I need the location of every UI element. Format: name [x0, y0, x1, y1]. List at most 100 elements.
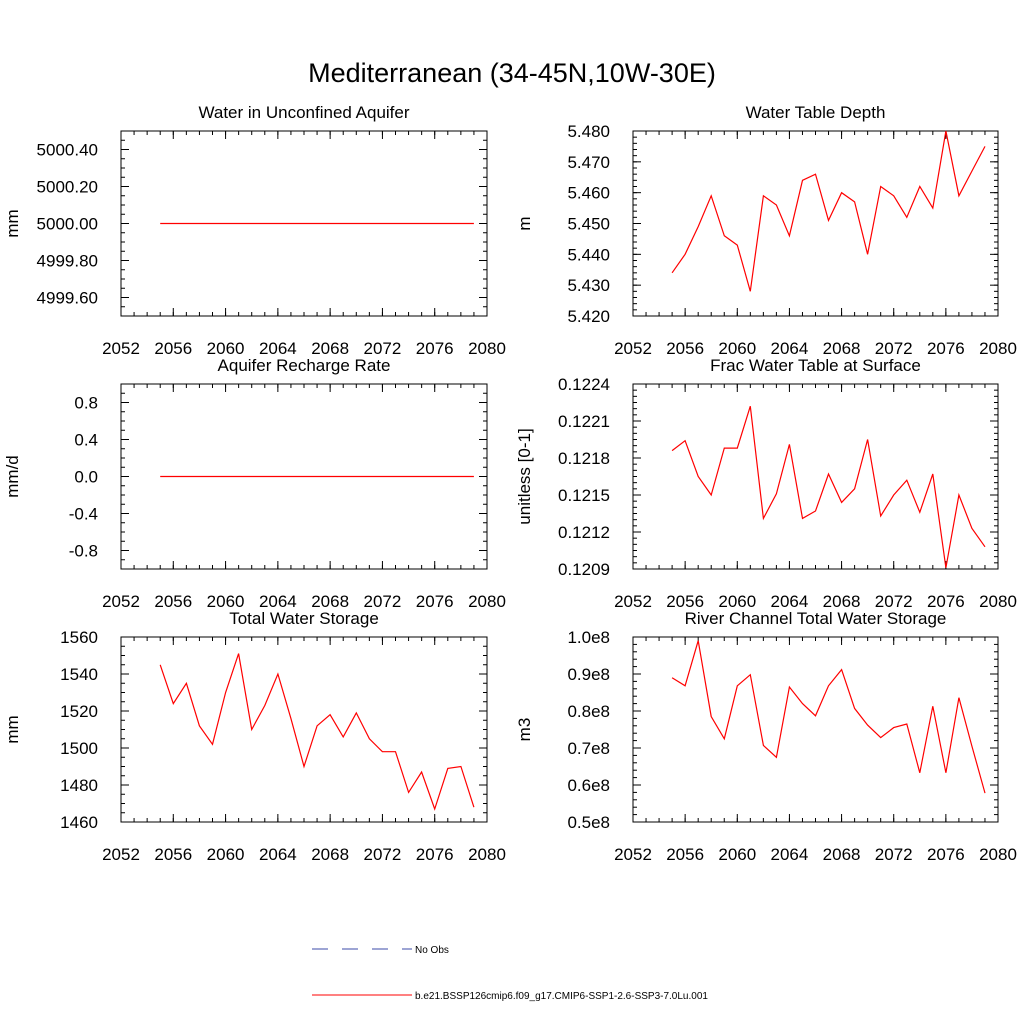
- x-tick-label: 2052: [614, 339, 652, 358]
- y-axis-label: mm: [3, 209, 22, 237]
- legend-model-label: b.e21.BSSP126cmip6.f09_g17.CMIP6-SSP1-2.…: [415, 991, 708, 1002]
- y-tick-label: 5.460: [567, 184, 610, 203]
- x-tick-label: 2064: [259, 339, 297, 358]
- x-tick-label: 2056: [666, 592, 704, 611]
- y-tick-label: 0.1209: [558, 560, 610, 579]
- y-tick-label: 5.470: [567, 153, 610, 172]
- panel-3: Aquifer Recharge Rate mm/d 2052 2056 2060 206…: [3, 356, 506, 611]
- y-tick-label: 0.8e8: [567, 702, 610, 721]
- y-tick-label: 5.450: [567, 215, 610, 234]
- x-tick-label: 2060: [718, 845, 756, 864]
- x-tick-label: 2076: [416, 339, 454, 358]
- x-tick-label: 2076: [416, 845, 454, 864]
- panel-title: Water in Unconfined Aquifer: [198, 103, 409, 122]
- panel-1: Water in Unconfined Aquifer mm 2052 2056 206…: [3, 103, 506, 358]
- y-tick-label: 1520: [60, 702, 98, 721]
- series-line: [159, 653, 475, 811]
- panel-2: Water Table Depth m 2052 2056 2060 2064 2068 20…: [515, 103, 1017, 358]
- x-tick-label: 2072: [875, 592, 913, 611]
- panel-title: River Channel Total Water Storage: [685, 609, 947, 628]
- y-tick-label: 0.7e8: [567, 739, 610, 758]
- y-tick-label: 0.0: [74, 468, 98, 487]
- x-tick-label: 2052: [614, 592, 652, 611]
- y-tick-label: -0.4: [69, 505, 98, 524]
- x-tick-label: 2056: [154, 845, 192, 864]
- x-tick-label: 2064: [771, 592, 809, 611]
- panel-5: Total Water Storage mm 2052 2056 2060 2064 206…: [3, 609, 506, 864]
- y-tick-label: 0.6e8: [567, 776, 610, 795]
- x-tick-label: 2080: [979, 339, 1017, 358]
- x-tick-label: 2064: [259, 845, 297, 864]
- y-tick-label: 5000.40: [37, 141, 98, 160]
- x-tick-label: 2056: [666, 339, 704, 358]
- x-tick-label: 2080: [468, 339, 506, 358]
- x-tick-label: 2068: [311, 592, 349, 611]
- x-tick-label: 2060: [207, 339, 245, 358]
- x-tick-label: 2052: [102, 592, 140, 611]
- plot-frame: [120, 636, 488, 823]
- x-tick-label: 2052: [614, 845, 652, 864]
- panel-4: Frac Water Table at Surface unitless [0-1…: [515, 356, 1017, 611]
- y-tick-label: 1500: [60, 739, 98, 758]
- y-tick-label: 0.8: [74, 394, 98, 413]
- panel-title: Water Table Depth: [746, 103, 886, 122]
- x-tick-label: 2072: [875, 845, 913, 864]
- y-tick-label: 1560: [60, 628, 98, 647]
- y-tick-label: 5.440: [567, 245, 610, 264]
- series-line: [671, 406, 986, 568]
- x-tick-label: 2068: [311, 339, 349, 358]
- x-tick-label: 2056: [154, 339, 192, 358]
- plot-frame: [632, 383, 999, 570]
- y-tick-label: 5.420: [567, 307, 610, 326]
- y-tick-label: 5000.20: [37, 178, 98, 197]
- y-axis-label: m3: [515, 718, 534, 742]
- series-line: [671, 130, 986, 292]
- panel-title: Total Water Storage: [229, 609, 379, 628]
- y-tick-label: 0.4: [74, 431, 98, 450]
- y-tick-label: 1480: [60, 776, 98, 795]
- y-tick-label: 0.1224: [558, 375, 610, 394]
- y-axis-label: mm/d: [3, 455, 22, 498]
- y-tick-label: 5000.00: [37, 215, 98, 234]
- x-tick-label: 2068: [823, 845, 861, 864]
- x-tick-label: 2080: [979, 845, 1017, 864]
- y-tick-label: 0.1212: [558, 523, 610, 542]
- x-tick-label: 2072: [875, 339, 913, 358]
- x-tick-label: 2060: [718, 592, 756, 611]
- y-tick-label: 4999.80: [37, 252, 98, 271]
- x-tick-label: 2052: [102, 845, 140, 864]
- y-tick-label: 0.9e8: [567, 665, 610, 684]
- x-tick-label: 2060: [207, 592, 245, 611]
- panel-title: Aquifer Recharge Rate: [218, 356, 391, 375]
- x-tick-label: 2072: [364, 592, 402, 611]
- x-tick-label: 2056: [666, 845, 704, 864]
- x-tick-label: 2052: [102, 339, 140, 358]
- x-tick-label: 2080: [468, 592, 506, 611]
- legend-obs-label: No Obs: [415, 945, 449, 956]
- x-tick-label: 2080: [468, 845, 506, 864]
- panels: Water in Unconfined Aquifer mm 2052 2056 206…: [3, 103, 1017, 864]
- series-line: [671, 640, 986, 794]
- y-tick-label: -0.8: [69, 542, 98, 561]
- x-tick-label: 2076: [927, 592, 965, 611]
- x-tick-label: 2060: [207, 845, 245, 864]
- y-axis-label: mm: [3, 715, 22, 743]
- panel-6: River Channel Total Water Storage m3 2052 2…: [515, 609, 1017, 864]
- plot-frame: [632, 636, 999, 823]
- x-tick-label: 2068: [311, 845, 349, 864]
- y-tick-label: 0.5e8: [567, 813, 610, 832]
- y-tick-label: 5.430: [567, 276, 610, 295]
- x-tick-label: 2080: [979, 592, 1017, 611]
- x-tick-label: 2064: [771, 845, 809, 864]
- y-tick-label: 1460: [60, 813, 98, 832]
- x-tick-label: 2076: [927, 339, 965, 358]
- y-axis-label: m: [515, 216, 534, 230]
- x-tick-label: 2068: [823, 339, 861, 358]
- y-tick-label: 4999.60: [37, 289, 98, 308]
- y-axis-label: unitless [0-1]: [515, 428, 534, 524]
- y-tick-label: 5.480: [567, 122, 610, 141]
- legend: No Obs b.e21.BSSP126cmip6.f09_g17.CMIP6-…: [312, 945, 708, 1002]
- y-tick-label: 0.1215: [558, 486, 610, 505]
- y-tick-label: 0.1218: [558, 449, 610, 468]
